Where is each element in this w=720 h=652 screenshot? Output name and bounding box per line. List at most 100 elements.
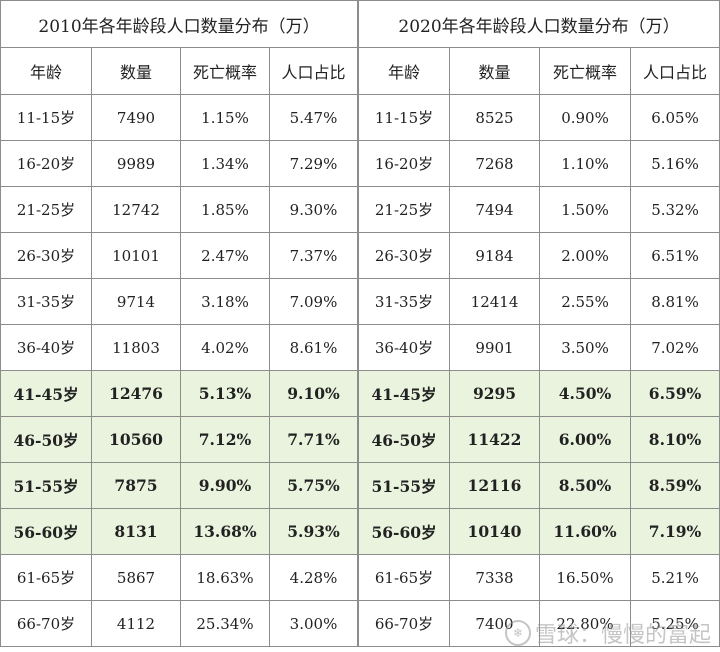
cell-count: 5867 xyxy=(91,554,181,601)
table-row: 46-50岁 11422 6.00% 8.10% xyxy=(358,416,720,463)
cell-death-rate: 1.34% xyxy=(180,140,270,187)
cell-share: 5.47% xyxy=(268,94,359,141)
cell-count: 12414 xyxy=(449,278,541,325)
header-death-rate: 死亡概率 xyxy=(180,47,270,95)
table-row: 56-60岁 8131 13.68% 5.93% xyxy=(0,508,359,555)
cell-death-rate: 25.34% xyxy=(180,600,270,647)
cell-share: 6.05% xyxy=(630,94,720,141)
cell-count: 7494 xyxy=(449,186,541,233)
table-row: 26-30岁 9184 2.00% 6.51% xyxy=(358,232,720,279)
cell-death-rate: 4.50% xyxy=(539,370,632,417)
cell-death-rate: 1.10% xyxy=(539,140,632,187)
table-row: 16-20岁 7268 1.10% 5.16% xyxy=(358,140,720,187)
table-2010: 2010年各年龄段人口数量分布（万） 年龄 数量 死亡概率 人口占比 11-15… xyxy=(0,0,359,647)
watermark: ❄ 雪球：慢慢的富起 xyxy=(505,617,711,649)
cell-age: 61-65岁 xyxy=(358,554,451,601)
cell-share: 7.37% xyxy=(268,232,359,279)
cell-age: 26-30岁 xyxy=(0,232,92,279)
cell-death-rate: 1.85% xyxy=(180,186,270,233)
cell-age: 36-40岁 xyxy=(0,324,92,371)
cell-death-rate: 2.55% xyxy=(539,278,632,325)
cell-share: 9.10% xyxy=(268,370,359,417)
cell-death-rate: 13.68% xyxy=(180,508,270,555)
table-2020: 2020年各年龄段人口数量分布（万） 年龄 数量 死亡概率 人口占比 11-15… xyxy=(358,0,720,647)
cell-count: 12116 xyxy=(449,462,541,509)
cell-age: 11-15岁 xyxy=(358,94,451,141)
table-row: 11-15岁 8525 0.90% 6.05% xyxy=(358,94,720,141)
table-row: 41-45岁 9295 4.50% 6.59% xyxy=(358,370,720,417)
cell-death-rate: 3.18% xyxy=(180,278,270,325)
cell-death-rate: 7.12% xyxy=(180,416,270,463)
header-share: 人口占比 xyxy=(268,47,359,95)
table-row: 21-25岁 7494 1.50% 5.32% xyxy=(358,186,720,233)
cell-death-rate: 18.63% xyxy=(180,554,270,601)
cell-death-rate: 11.60% xyxy=(539,508,632,555)
table-row: 61-65岁 7338 16.50% 5.21% xyxy=(358,554,720,601)
cell-share: 7.19% xyxy=(630,508,720,555)
header-count: 数量 xyxy=(449,47,541,95)
cell-age: 26-30岁 xyxy=(358,232,451,279)
cell-age: 21-25岁 xyxy=(0,186,92,233)
table-row: 26-30岁 10101 2.47% 7.37% xyxy=(0,232,359,279)
cell-age: 56-60岁 xyxy=(358,508,451,555)
cell-share: 7.29% xyxy=(268,140,359,187)
cell-share: 8.10% xyxy=(630,416,720,463)
cell-death-rate: 3.50% xyxy=(539,324,632,371)
cell-age: 16-20岁 xyxy=(358,140,451,187)
cell-count: 8525 xyxy=(449,94,541,141)
cell-count: 7268 xyxy=(449,140,541,187)
cell-share: 5.21% xyxy=(630,554,720,601)
cell-count: 9901 xyxy=(449,324,541,371)
table-row: 41-45岁 12476 5.13% 9.10% xyxy=(0,370,359,417)
cell-count: 7875 xyxy=(91,462,181,509)
header-age: 年龄 xyxy=(0,47,92,95)
cell-age: 31-35岁 xyxy=(358,278,451,325)
cell-count: 12476 xyxy=(91,370,181,417)
header-share: 人口占比 xyxy=(630,47,720,95)
cell-age: 46-50岁 xyxy=(0,416,92,463)
cell-share: 7.02% xyxy=(630,324,720,371)
cell-share: 5.32% xyxy=(630,186,720,233)
cell-death-rate: 0.90% xyxy=(539,94,632,141)
cell-death-rate: 6.00% xyxy=(539,416,632,463)
cell-age: 66-70岁 xyxy=(0,600,92,647)
cell-age: 36-40岁 xyxy=(358,324,451,371)
cell-share: 4.28% xyxy=(268,554,359,601)
cell-age: 41-45岁 xyxy=(0,370,92,417)
cell-death-rate: 16.50% xyxy=(539,554,632,601)
cell-share: 7.09% xyxy=(268,278,359,325)
cell-share: 5.16% xyxy=(630,140,720,187)
table-row: 56-60岁 10140 11.60% 7.19% xyxy=(358,508,720,555)
cell-count: 9989 xyxy=(91,140,181,187)
cell-age: 21-25岁 xyxy=(358,186,451,233)
cell-age: 46-50岁 xyxy=(358,416,451,463)
header-age: 年龄 xyxy=(358,47,451,95)
cell-share: 8.81% xyxy=(630,278,720,325)
cell-age: 16-20岁 xyxy=(0,140,92,187)
cell-share: 9.30% xyxy=(268,186,359,233)
table-row: 36-40岁 11803 4.02% 8.61% xyxy=(0,324,359,371)
cell-death-rate: 5.13% xyxy=(180,370,270,417)
cell-death-rate: 2.00% xyxy=(539,232,632,279)
cell-count: 7338 xyxy=(449,554,541,601)
cell-share: 3.00% xyxy=(268,600,359,647)
snowball-logo-icon: ❄ xyxy=(505,620,531,646)
cell-count: 9295 xyxy=(449,370,541,417)
cell-count: 10560 xyxy=(91,416,181,463)
cell-age: 66-70岁 xyxy=(358,600,451,647)
header-count: 数量 xyxy=(91,47,181,95)
cell-death-rate: 4.02% xyxy=(180,324,270,371)
table-row: 51-55岁 12116 8.50% 8.59% xyxy=(358,462,720,509)
cell-death-rate: 9.90% xyxy=(180,462,270,509)
cell-count: 4112 xyxy=(91,600,181,647)
table-row: 11-15岁 7490 1.15% 5.47% xyxy=(0,94,359,141)
table-row: 21-25岁 12742 1.85% 9.30% xyxy=(0,186,359,233)
table-row: 66-70岁 4112 25.34% 3.00% xyxy=(0,600,359,647)
cell-age: 61-65岁 xyxy=(0,554,92,601)
cell-death-rate: 1.50% xyxy=(539,186,632,233)
cell-share: 5.93% xyxy=(268,508,359,555)
watermark-text: 雪球：慢慢的富起 xyxy=(535,623,712,648)
cell-count: 8131 xyxy=(91,508,181,555)
cell-age: 41-45岁 xyxy=(358,370,451,417)
table-title: 2010年各年龄段人口数量分布（万） xyxy=(0,0,359,48)
